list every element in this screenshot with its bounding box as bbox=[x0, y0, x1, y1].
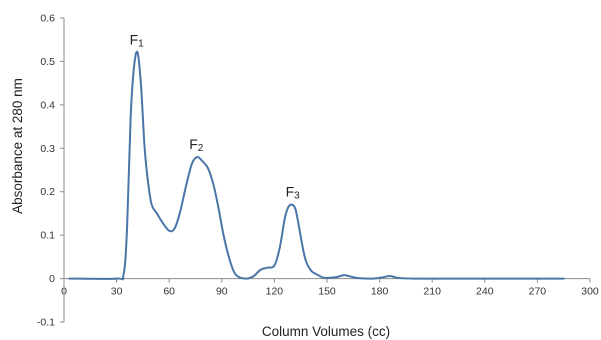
x-axis: 0306090120150180210240270300 bbox=[61, 278, 599, 298]
x-axis-title: Column Volumes (cc) bbox=[262, 324, 390, 339]
peak-label-letter: F bbox=[189, 136, 198, 152]
x-tick-label: 240 bbox=[476, 286, 494, 298]
x-tick-label: 300 bbox=[581, 286, 599, 298]
y-axis-title: Absorbance at 280 nm bbox=[10, 78, 25, 214]
y-tick-label: 0.4 bbox=[40, 99, 55, 111]
y-tick-label: 0 bbox=[49, 273, 55, 285]
absorbance-line bbox=[68, 50, 565, 281]
y-tick-label: 0.3 bbox=[40, 143, 55, 155]
peak-label: F2 bbox=[189, 136, 204, 154]
peak-label-subscript: 3 bbox=[294, 191, 300, 202]
peak-label: F1 bbox=[130, 32, 145, 50]
y-tick-label: 0.1 bbox=[40, 230, 55, 242]
x-tick-label: 150 bbox=[318, 286, 336, 298]
y-tick-label: -0.1 bbox=[37, 317, 55, 329]
x-tick-label: 180 bbox=[371, 286, 389, 298]
y-tick-label: 0.5 bbox=[40, 56, 55, 68]
y-tick-label: 0.6 bbox=[40, 13, 55, 25]
peak-label-letter: F bbox=[286, 184, 295, 200]
peak-label: F3 bbox=[286, 184, 301, 202]
y-axis: -0.1 0 0.1 0.2 0.3 0.4 0.5 0.6 bbox=[37, 13, 65, 329]
x-tick-label: 60 bbox=[163, 286, 175, 298]
x-tick-label: 210 bbox=[423, 286, 441, 298]
x-tick-label: 30 bbox=[111, 286, 123, 298]
y-tick-label: 0.2 bbox=[40, 186, 55, 198]
series-group bbox=[68, 50, 565, 281]
peak-label-subscript: 2 bbox=[198, 143, 204, 154]
x-tick-label: 270 bbox=[529, 286, 547, 298]
x-tick-label: 120 bbox=[266, 286, 284, 298]
peak-label-letter: F bbox=[130, 32, 139, 48]
peak-label-subscript: 1 bbox=[138, 39, 144, 50]
x-tick-label: 90 bbox=[216, 286, 228, 298]
